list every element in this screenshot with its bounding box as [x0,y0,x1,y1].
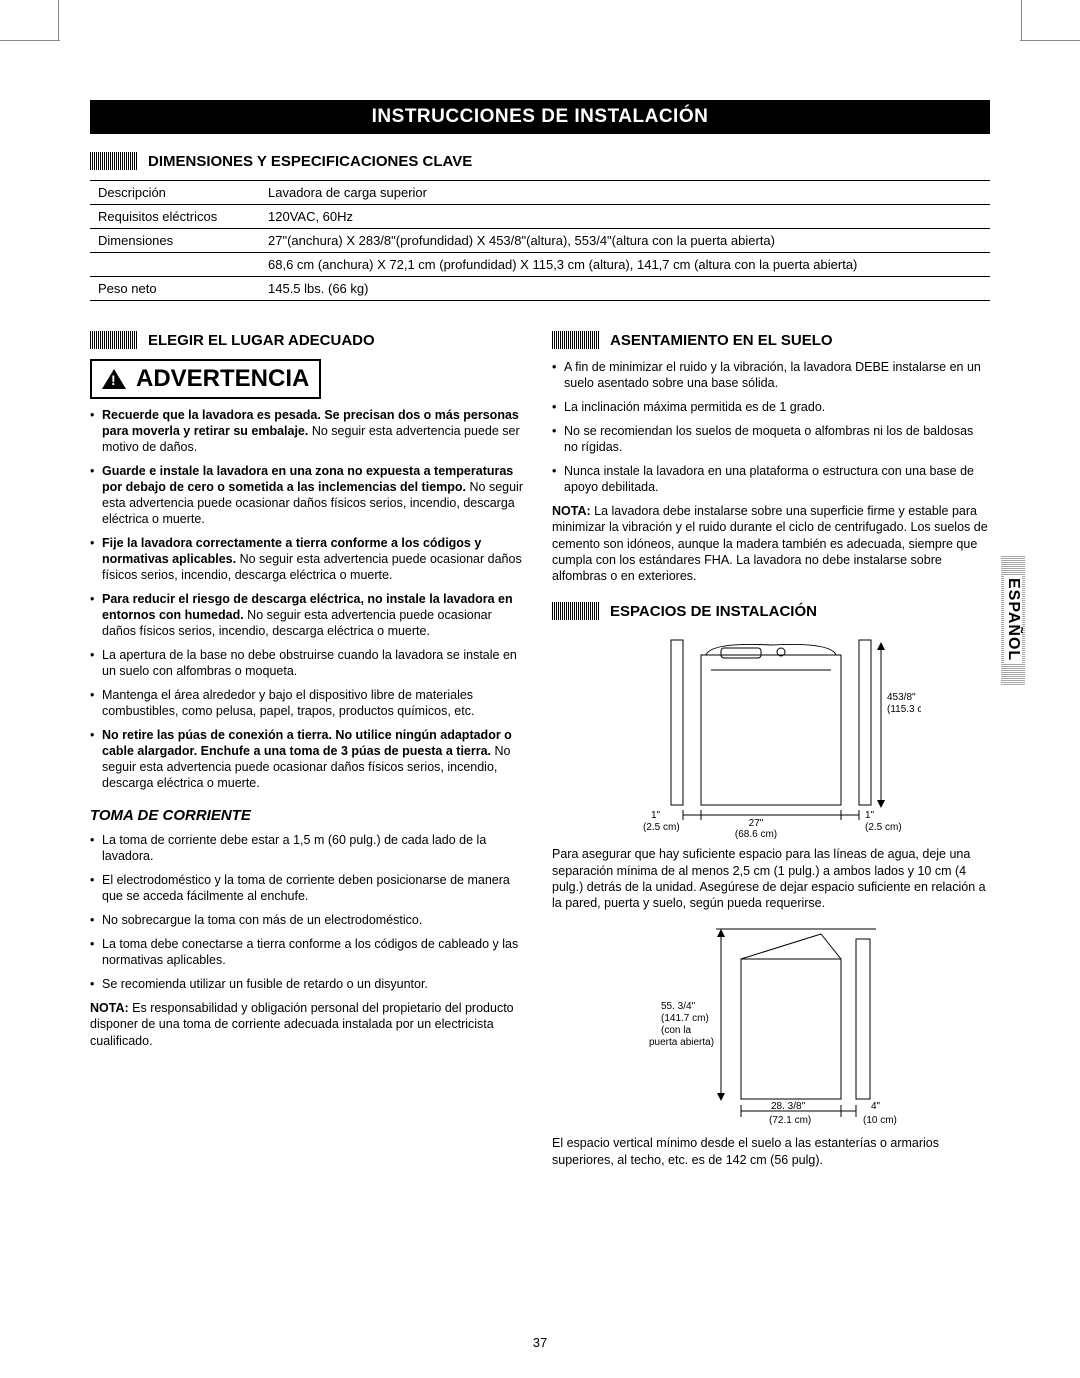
specs-section-header: DIMENSIONES Y ESPECIFICACIONES CLAVE [90,152,990,170]
list-item: Nunca instale la lavadora en una platafo… [552,463,990,495]
outlet-bullet-list: La toma de corriente debe estar a 1,5 m … [90,832,528,992]
table-row: Dimensiones27"(anchura) X 283/8"(profund… [90,229,990,253]
outlet-note: NOTA: Es responsabilidad y obligación pe… [90,1000,528,1049]
table-cell: Requisitos eléctricos [90,205,260,229]
note-label: NOTA: [90,1001,129,1015]
table-cell: Descripción [90,181,260,205]
table-row: DescripciónLavadora de carga superior [90,181,990,205]
crop-mark [58,0,59,40]
washer-side-diagram: 55. 3/4" (141.7 cm) (con la puerta abier… [621,919,921,1129]
list-item: La apertura de la base no debe obstruirs… [90,647,528,679]
table-cell [90,253,260,277]
hatch-decoration [90,152,138,170]
right-column: ASENTAMIENTO EN EL SUELO A fin de minimi… [552,313,990,1168]
location-header-label: ELEGIR EL LUGAR ADECUADO [148,332,375,349]
list-item: No se recomiendan los suelos de moqueta … [552,423,990,455]
dim-open-in: 55. 3/4" [661,1001,696,1012]
hatch-decoration [90,331,138,349]
page-number: 37 [533,1335,547,1350]
list-item: Mantenga el área alrededor y bajo el dis… [90,687,528,719]
table-cell: Lavadora de carga superior [260,181,990,205]
dim-left-gap-in: 1" [651,810,661,821]
top-diagram-caption: Para asegurar que hay suficiente espacio… [552,846,990,911]
spec-table: DescripciónLavadora de carga superiorReq… [90,180,990,301]
side-diagram-caption: El espacio vertical mínimo desde el suel… [552,1135,990,1168]
dim-height-cm: (115.3 cm) [887,704,921,715]
crop-mark [1020,40,1080,41]
language-tab-label: ESPAÑOL [1004,576,1022,663]
floor-bullet-list: A fin de minimizar el ruido y la vibraci… [552,359,990,495]
dim-right-gap-in: 1" [865,810,875,821]
dim-left-gap-cm: (2.5 cm) [643,822,680,833]
outlet-heading: TOMA DE CORRIENTE [90,807,528,824]
language-tab: ESPAÑOL [1001,555,1025,685]
list-item: Fije la lavadora correctamente a tierra … [90,535,528,583]
hatch-decoration [552,331,600,349]
table-cell: Dimensiones [90,229,260,253]
floor-note: NOTA: La lavadora debe instalarse sobre … [552,503,990,584]
table-cell: 68,6 cm (anchura) X 72,1 cm (profundidad… [260,253,990,277]
dim-open-note1: (con la [661,1025,691,1036]
list-item: La toma debe conectarse a tierra conform… [90,936,528,968]
warning-bullet-list: Recuerde que la lavadora es pesada. Se p… [90,407,528,791]
left-column: ELEGIR EL LUGAR ADECUADO ADVERTENCIA Rec… [90,313,528,1168]
crop-mark [0,40,60,41]
location-section-header: ELEGIR EL LUGAR ADECUADO [90,331,528,349]
floor-note-text: La lavadora debe instalarse sobre una su… [552,504,988,583]
table-cell: Peso neto [90,277,260,301]
dim-open-note2: puerta abierta) [649,1037,714,1048]
dim-right-gap-cm: (2.5 cm) [865,822,902,833]
list-item: A fin de minimizar el ruido y la vibraci… [552,359,990,391]
list-item: Se recomienda utilizar un fusible de ret… [90,976,528,992]
dim-width-in: 27" [749,818,764,829]
table-row: Requisitos eléctricos120VAC, 60Hz [90,205,990,229]
dim-back-in: 4" [871,1101,881,1112]
list-item: La toma de corriente debe estar a 1,5 m … [90,832,528,864]
list-item: La inclinación máxima permitida es de 1 … [552,399,990,415]
dim-height-in: 453/8" [887,692,916,703]
table-cell: 27"(anchura) X 283/8"(profundidad) X 453… [260,229,990,253]
outlet-note-text: Es responsabilidad y obligación personal… [90,1001,514,1048]
table-cell: 120VAC, 60Hz [260,205,990,229]
list-item: Guarde e instale la lavadora en una zona… [90,463,528,527]
floor-section-header: ASENTAMIENTO EN EL SUELO [552,331,990,349]
note-label: NOTA: [552,504,591,518]
dim-back-cm: (10 cm) [863,1115,897,1126]
hatch-decoration [552,602,600,620]
washer-front-diagram: 453/8" (115.3 cm) 1" (2.5 cm) 27" (68.6 … [621,630,921,840]
crop-mark [1021,0,1022,40]
list-item: Recuerde que la lavadora es pesada. Se p… [90,407,528,455]
warning-label: ADVERTENCIA [136,365,309,393]
warning-triangle-icon [102,369,126,389]
table-row: Peso neto145.5 lbs. (66 kg) [90,277,990,301]
specs-header-label: DIMENSIONES Y ESPECIFICACIONES CLAVE [148,153,472,170]
dim-width-cm: (68.6 cm) [735,829,777,840]
table-row: 68,6 cm (anchura) X 72,1 cm (profundidad… [90,253,990,277]
dim-depth-cm: (72.1 cm) [769,1115,811,1126]
main-title: INSTRUCCIONES DE INSTALACIÓN [90,100,990,134]
dim-depth-in: 28. 3/8" [771,1101,806,1112]
warning-box: ADVERTENCIA [90,359,321,399]
clearance-header-label: ESPACIOS DE INSTALACIÓN [610,603,817,620]
list-item: El electrodoméstico y la toma de corrien… [90,872,528,904]
floor-header-label: ASENTAMIENTO EN EL SUELO [610,332,833,349]
list-item: No sobrecargue la toma con más de un ele… [90,912,528,928]
list-item: Para reducir el riesgo de descarga eléct… [90,591,528,639]
table-cell: 145.5 lbs. (66 kg) [260,277,990,301]
clearance-section-header: ESPACIOS DE INSTALACIÓN [552,602,990,620]
dim-open-cm: (141.7 cm) [661,1013,709,1024]
list-item: No retire las púas de conexión a tierra.… [90,727,528,791]
